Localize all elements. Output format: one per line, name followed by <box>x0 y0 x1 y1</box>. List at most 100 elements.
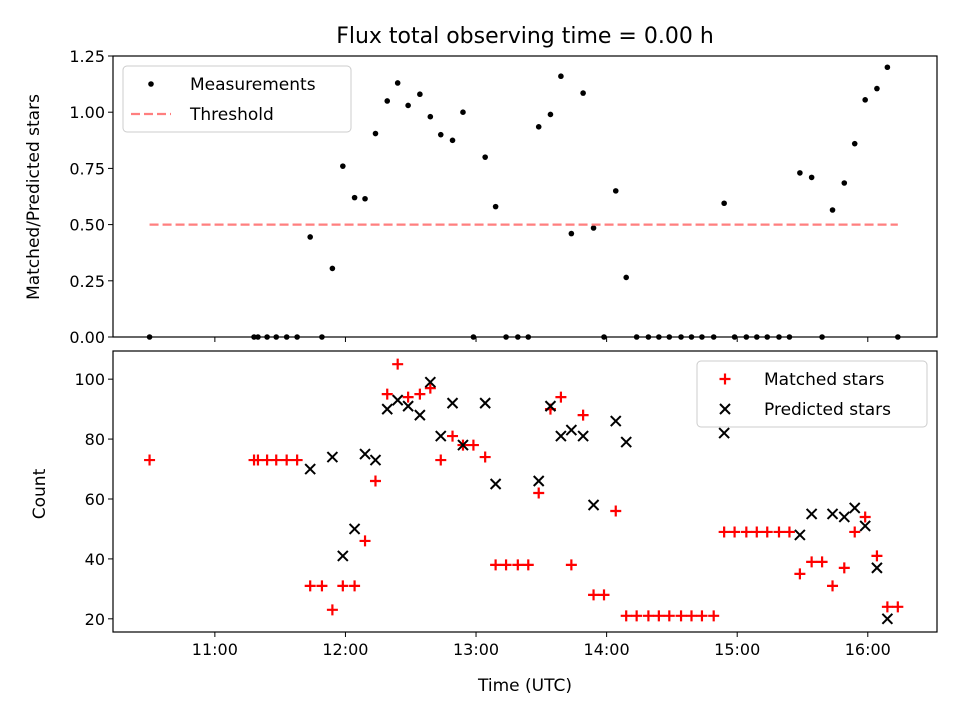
x-tick-label: 13:00 <box>453 640 499 659</box>
data-point <box>544 400 557 412</box>
data-point <box>718 526 730 538</box>
data-point <box>392 358 404 370</box>
data-point <box>359 448 371 460</box>
data-point <box>307 234 313 240</box>
chart-title: Flux total observing time = 0.00 h <box>336 24 714 49</box>
data-point <box>708 610 720 622</box>
data-point <box>829 207 836 213</box>
data-point <box>884 64 891 71</box>
data-point <box>794 568 806 580</box>
data-point <box>892 601 904 613</box>
data-point <box>512 559 524 571</box>
data-point <box>797 170 803 176</box>
data-point <box>568 230 575 237</box>
data-point <box>369 475 381 487</box>
data-point <box>405 102 411 109</box>
series-matched-stars <box>144 358 904 622</box>
data-point <box>533 475 545 487</box>
data-point <box>555 430 567 442</box>
data-point <box>479 397 491 409</box>
y-tick-label: 1.25 <box>69 47 105 66</box>
x-axis-label: Time (UTC) <box>477 676 572 696</box>
data-point <box>535 124 542 130</box>
data-point <box>490 559 502 571</box>
data-point <box>555 391 567 403</box>
y-tick-label: 80 <box>85 430 105 449</box>
data-point <box>729 526 741 538</box>
data-point <box>590 225 597 231</box>
data-point <box>862 97 868 103</box>
data-point <box>467 439 479 451</box>
data-point <box>718 427 730 439</box>
data-point <box>565 424 578 436</box>
data-point <box>859 511 871 523</box>
data-point <box>620 436 632 448</box>
data-point <box>381 388 393 400</box>
data-point <box>642 610 654 622</box>
data-point <box>500 559 512 571</box>
x-tick-label: 14:00 <box>584 640 630 659</box>
data-point <box>675 610 687 622</box>
data-point <box>808 174 815 181</box>
y-tick-label: 60 <box>85 490 105 509</box>
data-point <box>565 559 577 571</box>
data-point <box>414 409 426 421</box>
legend-label: Predicted stars <box>764 400 891 420</box>
x-tick-label: 15:00 <box>714 640 760 659</box>
data-point <box>372 130 379 137</box>
data-point <box>340 163 346 169</box>
data-point <box>610 415 622 427</box>
data-point <box>489 478 502 490</box>
data-point <box>612 188 619 194</box>
data-point <box>446 397 459 409</box>
data-point <box>437 131 444 138</box>
data-point <box>349 580 361 592</box>
data-point <box>351 194 358 201</box>
data-point <box>751 526 763 538</box>
data-point <box>881 601 893 613</box>
data-point <box>424 376 437 388</box>
data-point <box>482 154 488 160</box>
y-tick-label: 0.25 <box>69 272 105 291</box>
data-point <box>761 526 773 538</box>
data-point <box>457 439 469 451</box>
data-point <box>326 451 339 463</box>
legend-swatch <box>719 403 731 415</box>
data-point <box>337 550 349 562</box>
data-point <box>348 523 361 535</box>
top-y-axis-label: Matched/Predicted stars <box>24 94 44 300</box>
data-point <box>359 535 371 547</box>
data-point <box>849 526 861 538</box>
data-point <box>558 73 564 80</box>
y-tick-label: 0.00 <box>69 328 105 347</box>
data-point <box>696 610 708 622</box>
data-point <box>598 589 610 601</box>
data-point <box>381 403 393 415</box>
data-point <box>417 91 423 98</box>
data-point <box>449 137 456 144</box>
legend-label: Matched stars <box>764 370 884 390</box>
data-point <box>827 580 839 592</box>
data-point <box>849 502 861 514</box>
data-point <box>402 391 414 403</box>
data-point <box>402 400 414 412</box>
data-point <box>806 556 818 568</box>
data-point <box>533 487 545 499</box>
data-point <box>394 80 401 86</box>
data-point <box>783 526 795 538</box>
data-point <box>281 454 293 466</box>
data-point <box>337 580 349 592</box>
data-point <box>460 109 466 115</box>
data-point <box>653 610 665 622</box>
data-point <box>816 556 828 568</box>
data-point <box>859 520 871 532</box>
data-point <box>838 511 850 523</box>
plot-frame <box>112 350 938 633</box>
y-tick-label: 40 <box>85 550 105 569</box>
data-point <box>610 505 622 517</box>
data-point <box>851 140 858 147</box>
series-predicted-stars <box>304 376 894 625</box>
data-point <box>414 388 426 400</box>
data-point <box>841 180 848 186</box>
